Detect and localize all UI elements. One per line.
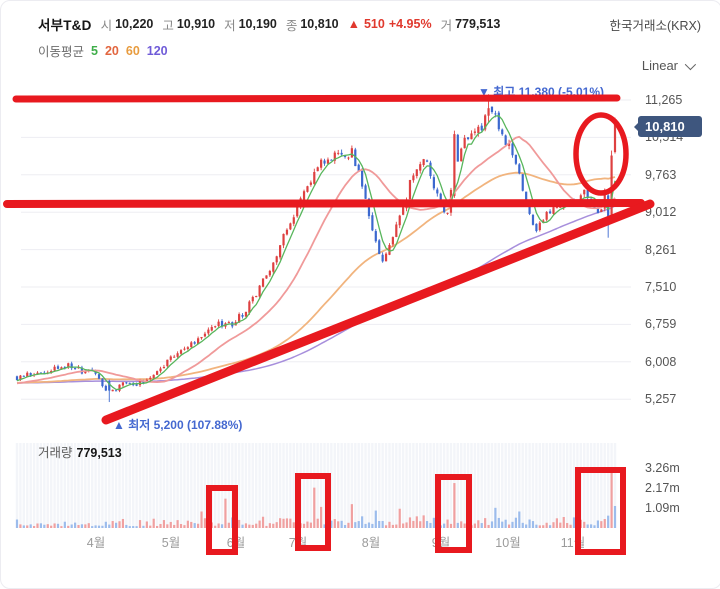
month-label: 11월: [560, 536, 586, 550]
volume-field: 거 779,513: [441, 15, 501, 34]
month-label: 6월: [226, 536, 246, 550]
price-axis-label: 9,763: [645, 167, 677, 182]
month-label: 4월: [86, 536, 106, 550]
legend-item-ma60: 60: [125, 43, 140, 58]
volume-value: 779,513: [455, 17, 501, 31]
change-percent: +4.95%: [388, 17, 432, 31]
volume-pane-title: 거래량 779,513: [38, 442, 122, 461]
legend-item-ma120: 120: [146, 43, 168, 58]
price-axis-label: 5,257: [645, 392, 677, 407]
volume-axis-label: 1.09m: [645, 501, 680, 515]
price-axis-label: 7,510: [645, 280, 677, 294]
month-label: 7월: [288, 536, 308, 550]
moving-average-legend: 이동평균 5 20 60 120: [38, 41, 168, 60]
period-high-marker: ▼ 최고 11,380 (-5.01%): [478, 85, 605, 99]
scale-selector[interactable]: Linear: [641, 58, 697, 73]
legend-item-ma5: 5: [91, 43, 98, 58]
month-label: 5월: [161, 536, 181, 550]
stock-name: 서부T&D: [38, 18, 92, 33]
price-axis-label: 8,261: [645, 242, 677, 257]
period-low-marker: ▲ 최저 5,200 (107.88%): [113, 418, 243, 432]
price-axis-label: 11,265: [645, 93, 683, 107]
legend-title: 이동평균: [38, 45, 85, 59]
up-arrow-icon: ▲: [347, 17, 360, 31]
legend-item-ma20: 20: [104, 43, 119, 58]
ohlc-field: 저 10,190: [224, 17, 277, 33]
price-change: ▲ 510 +4.95%: [348, 17, 432, 31]
ohlc-field: 시 10,220: [100, 17, 154, 33]
current-price-badge: 10,810: [634, 116, 702, 137]
change-value: 510: [363, 17, 385, 31]
ohlc-fields: 시 10,220 고 10,910 저 10,190 종 10,810: [101, 15, 339, 34]
volume-axis-label: 2.17m: [645, 481, 680, 495]
month-label: 9월: [431, 536, 451, 550]
exchange-label: 한국거래소(KRX): [609, 19, 701, 33]
volume-label: 거: [440, 18, 453, 33]
ohlc-field: 고 10,910: [162, 17, 216, 33]
header: 서부T&D 시 10,220 고 10,910 저 10,190 종 10,810 ▲ 510…: [38, 14, 500, 34]
month-label: 10월: [495, 536, 521, 550]
price-axis-label: 6,759: [645, 317, 677, 332]
scale-selector-label: Linear: [641, 58, 678, 73]
month-label: 8월: [361, 536, 381, 550]
price-axis-label: 6,008: [645, 354, 677, 369]
legend-items: 5 20 60 120: [91, 44, 168, 58]
volume-pane-label: 거래량: [38, 446, 73, 460]
volume-pane-value: 779,513: [76, 446, 122, 460]
ohlc-field: 종 10,810: [285, 17, 339, 33]
volume-axis-label: 3.26m: [645, 461, 680, 475]
price-axis-label: 9,012: [645, 205, 677, 220]
